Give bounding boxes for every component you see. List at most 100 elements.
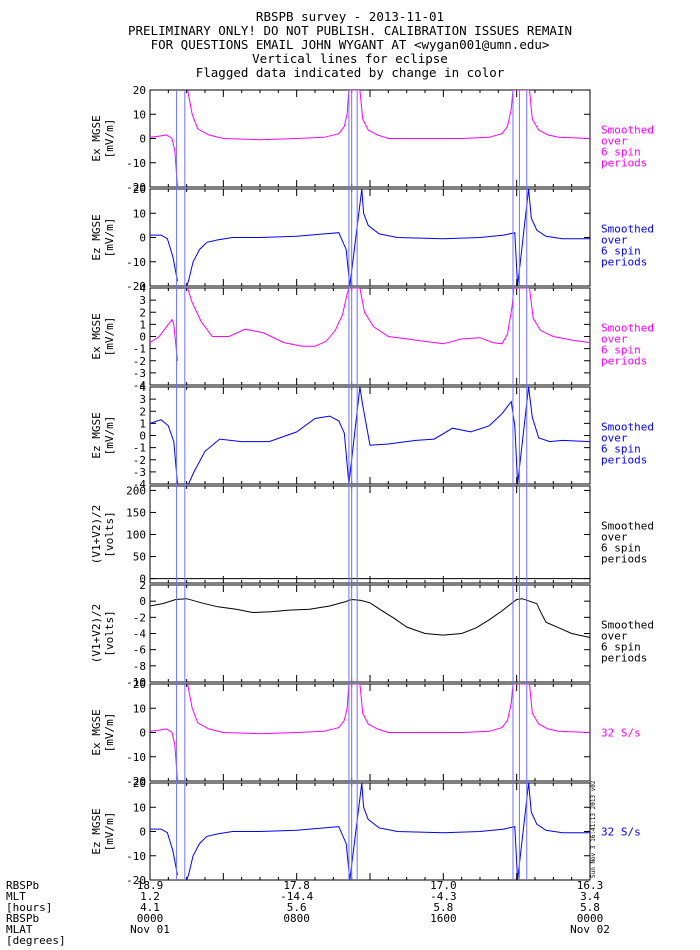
y-axis-label: Ex MGSE <box>90 709 103 755</box>
panel-frame <box>149 782 591 881</box>
y-tick-label: -2 <box>133 454 146 467</box>
series-line <box>150 387 590 484</box>
panel-note: over <box>601 432 628 445</box>
y-axis-unit: [mV/m] <box>103 416 116 456</box>
y-tick-label: 1 <box>139 417 146 430</box>
axis-row-label: [degrees] <box>6 934 66 947</box>
plot-header: RBSPB survey - 2013-11-01 PRELIMINARY ON… <box>0 10 700 80</box>
y-tick-label: 3 <box>139 294 146 307</box>
y-tick-label: 0 <box>139 826 146 839</box>
panel-note: Smoothed <box>601 520 654 533</box>
axis-row-label: [hours] <box>6 901 53 914</box>
y-axis-label: Ez MGSE <box>90 214 103 260</box>
y-tick-label: 100 <box>126 529 146 542</box>
y-axis-label: Ez MGSE <box>90 808 103 854</box>
axis-value: Nov 02 <box>570 923 610 936</box>
y-tick-label: -1 <box>133 343 146 356</box>
eclipse-note: Vertical lines for eclipse <box>252 51 448 66</box>
y-tick-label: -10 <box>126 256 146 269</box>
panel-note: Smoothed <box>601 223 654 236</box>
series-line <box>150 783 590 880</box>
axis-value: 0800 <box>283 912 310 925</box>
y-tick-label: -2 <box>133 611 146 624</box>
panel-note: over <box>601 531 628 544</box>
y-tick-label: -8 <box>133 660 146 673</box>
axis-value: Nov 01 <box>130 923 170 936</box>
panel-note: periods <box>601 355 647 368</box>
axis-value: 1.2 <box>140 890 160 903</box>
panel-note: 6 spin <box>601 245 641 258</box>
axis-row-label: RBSPb <box>6 912 40 925</box>
panel-note: 32 S/s <box>601 826 641 839</box>
axis-value: 3.4 <box>580 890 600 903</box>
axis-value: 18.9 <box>136 879 164 892</box>
axis-value: 0000 <box>576 912 604 925</box>
panel-frame <box>149 89 591 188</box>
panel-note: 6 spin <box>601 344 641 357</box>
y-tick-label: 2 <box>139 579 146 592</box>
y-tick-label: 20 <box>133 183 146 196</box>
panel-frame <box>149 485 591 584</box>
y-axis-unit: [mV/m] <box>103 713 116 753</box>
warning-line: PRELIMINARY ONLY! DO NOT PUBLISH. CALIBR… <box>127 23 572 38</box>
axis-value: -14.4 <box>280 890 314 903</box>
y-tick-label: 10 <box>133 702 146 715</box>
y-tick-label: 20 <box>133 678 146 691</box>
y-axis-unit: [mV/m] <box>103 317 116 357</box>
y-tick-label: 0 <box>139 727 146 740</box>
y-axis-unit: [mV/m] <box>103 812 116 852</box>
y-tick-label: -4 <box>133 628 147 641</box>
series-line <box>150 598 590 638</box>
y-tick-label: -20 <box>126 280 146 293</box>
y-axis-unit: [volts] <box>103 610 116 656</box>
plot-title: RBSPB survey - 2013-11-01 <box>255 9 445 24</box>
y-tick-label: -4 <box>133 478 147 491</box>
y-tick-label: -10 <box>126 676 146 689</box>
panel-note: periods <box>601 553 647 566</box>
panel-note: over <box>601 333 628 346</box>
panel-p7: -20 -10 0 10 20 Ex MGSE [mV/m] 32 S/s <box>90 678 641 788</box>
y-tick-label: 1 <box>139 318 146 331</box>
panel-p8: -20 -10 0 10 20 Ez MGSE [mV/m] 32 S/s <box>90 777 641 887</box>
y-tick-label: 0 <box>139 133 146 146</box>
y-tick-label: 0 <box>139 595 146 608</box>
y-axis-unit: [mV/m] <box>103 119 116 159</box>
y-tick-label: 20 <box>133 84 146 97</box>
y-tick-label: 10 <box>133 207 146 220</box>
axis-value: 5.8 <box>580 901 600 914</box>
flag-note: Flagged data indicated by change in colo… <box>195 65 505 80</box>
y-axis-label: Ez MGSE <box>90 412 103 458</box>
y-tick-label: 150 <box>126 506 146 519</box>
y-tick-label: -3 <box>133 466 146 479</box>
panel-note: periods <box>601 256 647 269</box>
axis-row-label: RBSPb <box>6 879 40 892</box>
y-axis-label: Ex MGSE <box>90 115 103 161</box>
y-axis-label: (V1+V2)/2 <box>90 604 103 664</box>
y-tick-label: 0 <box>139 331 146 344</box>
y-tick-label: -10 <box>126 751 146 764</box>
y-tick-label: 2 <box>139 306 146 319</box>
y-tick-label: -10 <box>126 850 146 863</box>
panel-note: periods <box>601 652 647 665</box>
axis-row-label: MLT <box>6 890 26 903</box>
series-line <box>150 684 590 781</box>
y-axis-label: (V1+V2)/2 <box>90 505 103 565</box>
y-tick-label: 200 <box>126 484 146 497</box>
axis-value: 17.8 <box>283 879 310 892</box>
panel-note: 6 spin <box>601 443 641 456</box>
panel-note: Smoothed <box>601 619 654 632</box>
y-tick-label: -20 <box>126 181 146 194</box>
side-stamp: Sun Nov 3 16:41:13 2013 v02 <box>590 780 597 878</box>
axis-value: 16.3 <box>576 879 604 892</box>
y-tick-label: -3 <box>133 367 146 380</box>
panel-p6: -10 -8 -6 -4 -2 0 2 (V1+V2)/2 [volts] Smoothedove… <box>90 579 654 689</box>
panel-note: over <box>601 135 628 148</box>
y-tick-label: 2 <box>139 405 146 418</box>
panel-note: Smoothed <box>601 421 654 434</box>
y-tick-label: 4 <box>139 282 146 295</box>
